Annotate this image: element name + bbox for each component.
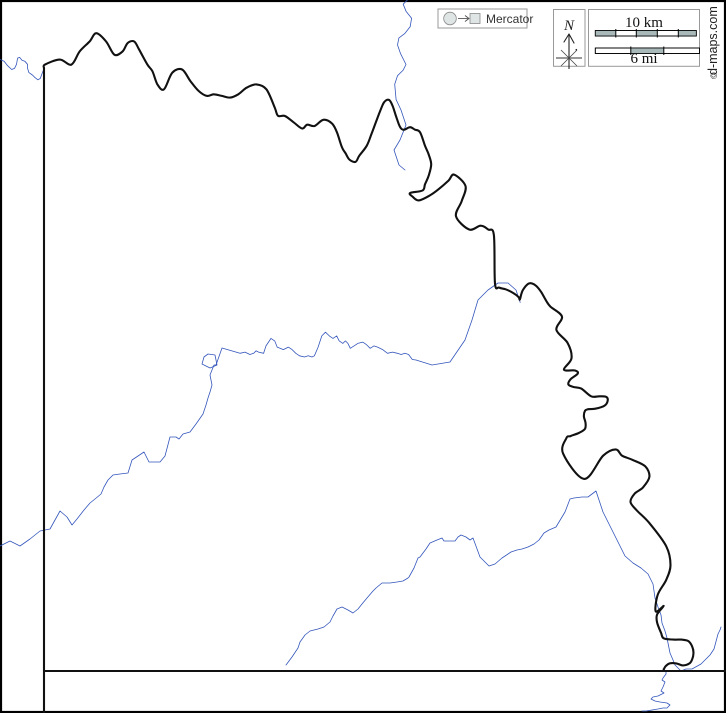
svg-text:©: © [709,72,719,79]
svg-text:N: N [563,18,575,34]
svg-text:10 km: 10 km [625,15,663,31]
svg-text:d-maps.com: d-maps.com [706,6,720,75]
svg-text:Mercator: Mercator [486,12,533,26]
